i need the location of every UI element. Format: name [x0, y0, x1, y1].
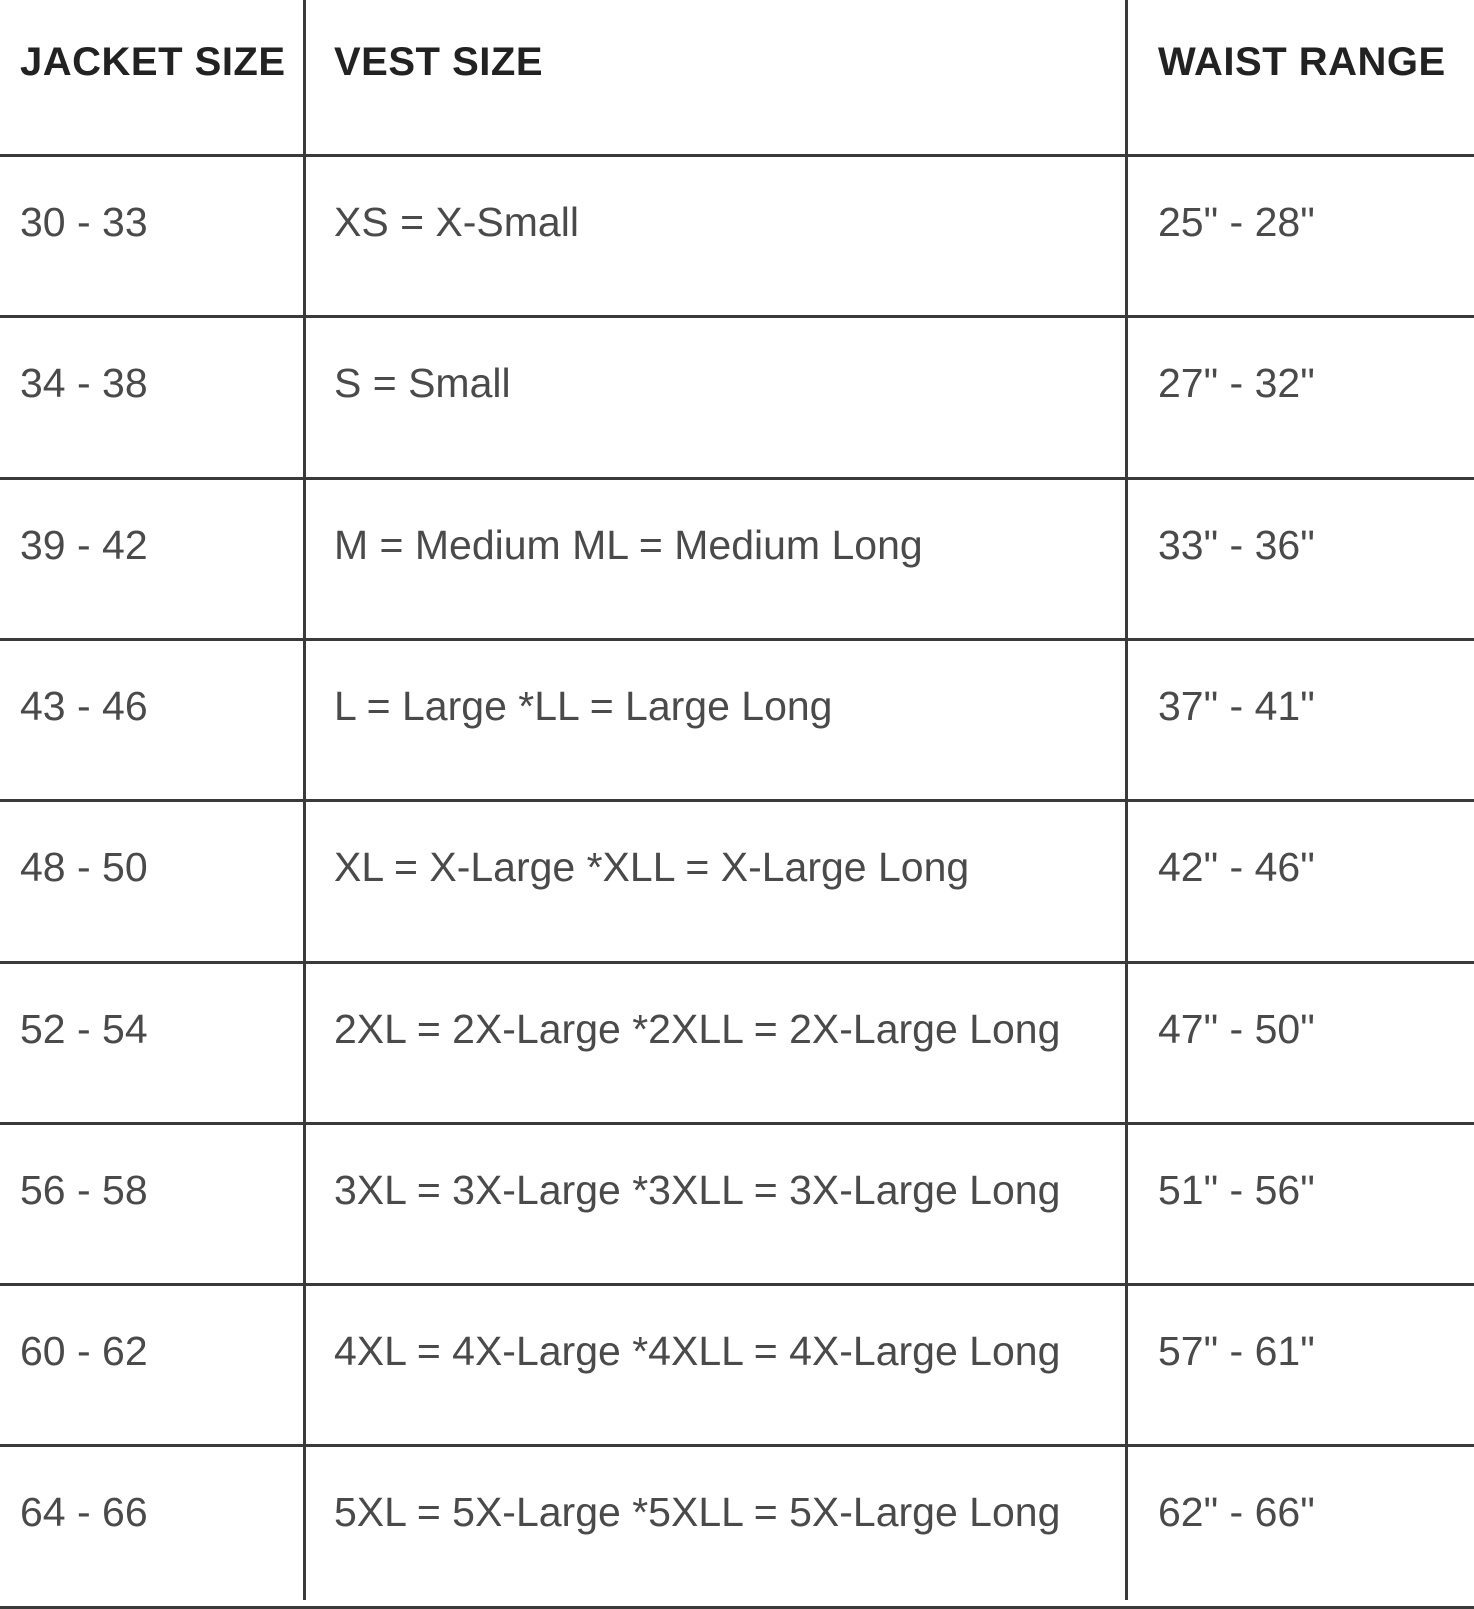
header-waist-range: WAIST RANGE — [1158, 40, 1446, 84]
row-divider — [0, 799, 1474, 802]
cell-waist-range: 33" - 36" — [1158, 522, 1315, 568]
row-divider — [0, 1122, 1474, 1125]
cell-jacket-size: 64 - 66 — [20, 1489, 148, 1535]
row-divider — [0, 1444, 1474, 1447]
cell-jacket-size: 48 - 50 — [20, 844, 148, 890]
cell-waist-range: 57" - 61" — [1158, 1328, 1315, 1374]
row-divider — [0, 1283, 1474, 1286]
cell-jacket-size: 60 - 62 — [20, 1328, 148, 1374]
header-jacket-size: JACKET SIZE — [20, 40, 286, 84]
row-divider — [0, 961, 1474, 964]
cell-vest-size: L = Large *LL = Large Long — [334, 683, 833, 729]
row-divider — [0, 154, 1474, 157]
row-divider — [0, 315, 1474, 318]
cell-vest-size: 4XL = 4X-Large *4XLL = 4X-Large Long — [334, 1328, 1061, 1374]
cell-jacket-size: 43 - 46 — [20, 683, 148, 729]
cell-jacket-size: 39 - 42 — [20, 522, 148, 568]
cell-jacket-size: 52 - 54 — [20, 1006, 148, 1052]
cell-vest-size: 3XL = 3X-Large *3XLL = 3X-Large Long — [334, 1167, 1061, 1213]
row-divider — [0, 638, 1474, 641]
cell-vest-size: 5XL = 5X-Large *5XLL = 5X-Large Long — [334, 1489, 1061, 1535]
cell-vest-size: XS = X-Small — [334, 199, 579, 245]
row-divider — [0, 477, 1474, 480]
cell-waist-range: 51" - 56" — [1158, 1167, 1315, 1213]
cell-waist-range: 37" - 41" — [1158, 683, 1315, 729]
header-vest-size: VEST SIZE — [334, 40, 543, 84]
cell-vest-size: S = Small — [334, 360, 511, 406]
cell-jacket-size: 56 - 58 — [20, 1167, 148, 1213]
cell-waist-range: 27" - 32" — [1158, 360, 1315, 406]
cell-waist-range: 47" - 50" — [1158, 1006, 1315, 1052]
cell-vest-size: 2XL = 2X-Large *2XLL = 2X-Large Long — [334, 1006, 1061, 1052]
cell-jacket-size: 30 - 33 — [20, 199, 148, 245]
cell-waist-range: 42" - 46" — [1158, 844, 1315, 890]
cell-vest-size: XL = X-Large *XLL = X-Large Long — [334, 844, 970, 890]
cell-waist-range: 62" - 66" — [1158, 1489, 1315, 1535]
cell-vest-size: M = Medium ML = Medium Long — [334, 522, 923, 568]
cell-waist-range: 25" - 28" — [1158, 199, 1315, 245]
cell-jacket-size: 34 - 38 — [20, 360, 148, 406]
